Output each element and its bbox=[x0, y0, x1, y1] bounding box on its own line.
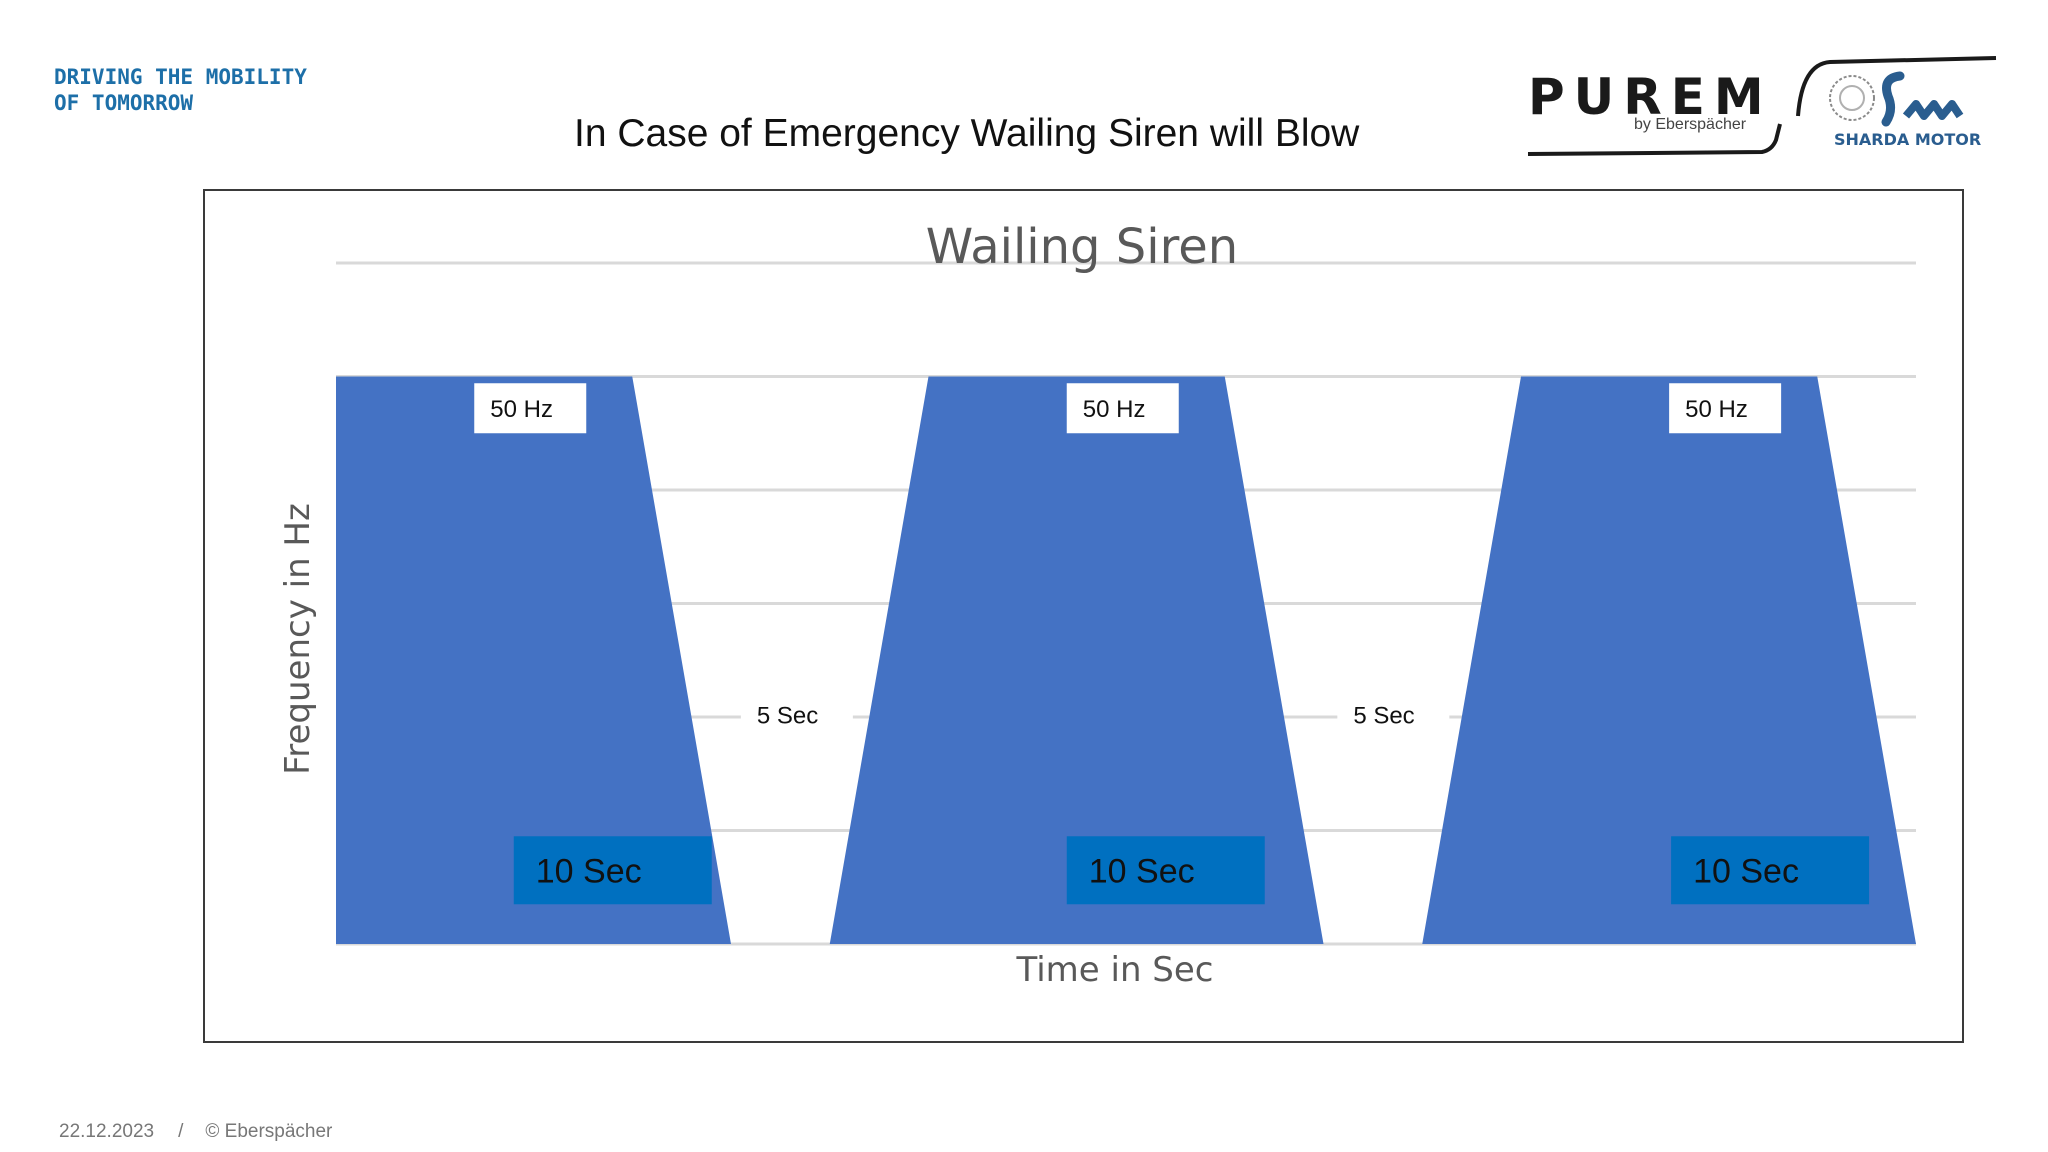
series-area bbox=[336, 376, 1916, 944]
annotations: 50 Hz 50 Hz 50 Hz 5 Sec 5 Sec 10 Sec 10 Sec 10 … bbox=[474, 383, 1870, 905]
sharda-logo-name: SHARDA MOTOR bbox=[1834, 130, 1982, 149]
sharda-motor-logo: SHARDA MOTOR bbox=[1790, 56, 2010, 156]
purem-logo-sub: by Eberspächer bbox=[1634, 116, 1747, 133]
annotation-text: 10 Sec bbox=[1089, 853, 1195, 891]
annotation-text: 10 Sec bbox=[536, 853, 642, 891]
purem-logo-word: PUREM bbox=[1528, 68, 1773, 126]
annotation-label: 10 Sec bbox=[513, 836, 712, 905]
purem-swoosh-icon bbox=[1527, 123, 1782, 156]
footer-date: 22.12.2023 bbox=[59, 1121, 155, 1142]
chart-frame: 50 Hz 50 Hz 50 Hz 5 Sec 5 Sec 10 Sec 10 Sec 10 … bbox=[203, 189, 1964, 1043]
annotation-box bbox=[1337, 689, 1450, 740]
tagline: DRIVING THE MOBILITY OF TOMORROW bbox=[54, 64, 307, 116]
annotation-box bbox=[740, 689, 853, 740]
frequency-area bbox=[336, 376, 1916, 944]
footer-copyright: © Eberspächer bbox=[205, 1121, 333, 1142]
annotation-text: 5 Sec bbox=[1353, 702, 1414, 729]
annotation-text: 50 Hz bbox=[1083, 396, 1146, 423]
annotation-label: 5 Sec bbox=[1337, 689, 1450, 740]
annotation-label: 50 Hz bbox=[1669, 383, 1782, 434]
footer-separator: / bbox=[178, 1121, 184, 1142]
annotation-box bbox=[1671, 836, 1870, 905]
annotation-box bbox=[513, 836, 712, 905]
slide-title: In Case of Emergency Wailing Siren will … bbox=[574, 112, 1360, 155]
sharda-emblem-icon bbox=[1796, 56, 1997, 127]
tagline-line-2: OF TOMORROW bbox=[54, 91, 194, 115]
x-axis-label: Time in Sec bbox=[1015, 950, 1213, 990]
annotation-box bbox=[474, 383, 587, 434]
annotation-box bbox=[1066, 836, 1265, 905]
annotation-text: 5 Sec bbox=[757, 702, 818, 729]
annotation-label: 5 Sec bbox=[740, 689, 853, 740]
annotation-label: 50 Hz bbox=[1066, 383, 1179, 434]
annotation-label: 10 Sec bbox=[1066, 836, 1265, 905]
chart-title: Wailing Siren bbox=[926, 219, 1238, 275]
purem-logo: PUREM by Eberspächer bbox=[1522, 62, 1782, 162]
annotation-label: 10 Sec bbox=[1671, 836, 1870, 905]
annotation-text: 50 Hz bbox=[1685, 396, 1748, 423]
annotation-box bbox=[1669, 383, 1782, 434]
footer: 22.12.2023 / © Eberspächer bbox=[59, 1121, 332, 1143]
annotation-text: 10 Sec bbox=[1693, 853, 1799, 891]
annotation-text: 50 Hz bbox=[490, 396, 553, 423]
wailing-siren-chart: 50 Hz 50 Hz 50 Hz 5 Sec 5 Sec 10 Sec 10 Sec 10 … bbox=[278, 219, 1916, 990]
annotation-box bbox=[1066, 383, 1179, 434]
y-axis-label: Frequency in Hz bbox=[278, 503, 318, 775]
annotation-label: 50 Hz bbox=[474, 383, 587, 434]
tagline-line-1: DRIVING THE MOBILITY bbox=[54, 65, 307, 89]
